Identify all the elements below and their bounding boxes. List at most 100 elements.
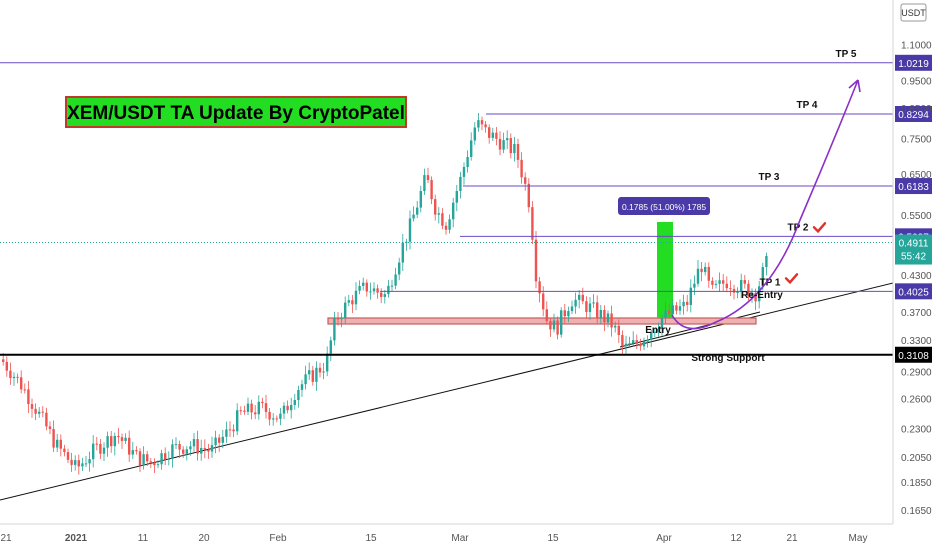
candle-body	[416, 207, 419, 215]
x-tick-label: 15	[365, 533, 377, 544]
candle-body	[232, 429, 235, 432]
candle-body	[200, 448, 203, 454]
candle-body	[297, 389, 300, 401]
candle-body	[322, 371, 325, 373]
candle-body	[196, 439, 199, 454]
candle-body	[268, 411, 271, 420]
projection-curve[interactable]	[671, 79, 859, 330]
current-price-badge	[895, 234, 932, 265]
candle-body	[441, 213, 444, 226]
candle-body	[556, 320, 559, 335]
candle-body	[210, 445, 214, 452]
candle-body	[344, 302, 347, 319]
countdown-label: 55:42	[901, 252, 926, 263]
entry-zone[interactable]	[327, 317, 757, 325]
candle-body	[221, 436, 224, 443]
candle-body	[754, 292, 757, 302]
candle-body	[92, 443, 95, 460]
candle-body	[538, 281, 541, 294]
candle-body	[228, 429, 232, 431]
candle-body	[128, 437, 131, 455]
candle-body	[419, 191, 422, 208]
candle-body	[34, 408, 37, 414]
x-tick-label: 2021	[65, 533, 88, 544]
candle-body	[560, 310, 563, 335]
candle-body	[293, 400, 296, 406]
candle-body	[696, 268, 700, 284]
candle-body	[552, 320, 556, 330]
candle-body	[120, 437, 124, 441]
measure-box[interactable]	[657, 222, 673, 318]
candle-body	[531, 207, 534, 240]
candle-body	[714, 283, 718, 285]
y-tick-label: 0.3700	[901, 308, 932, 319]
y-tick-label: 0.4300	[901, 271, 932, 282]
y-tick-label: 0.2300	[901, 425, 932, 436]
candle-body	[138, 451, 142, 466]
candle-body	[88, 459, 91, 464]
candle-body	[358, 285, 361, 291]
candle-body	[434, 199, 437, 215]
candle-body	[110, 436, 113, 447]
candle-body	[473, 127, 476, 141]
candle-body	[272, 418, 275, 420]
strong-support-label: Strong Support	[691, 353, 765, 364]
y-tick-label: 0.1650	[901, 506, 932, 517]
candle-body	[333, 318, 336, 341]
price-badge-label: 0.8294	[898, 110, 929, 121]
candle-body	[689, 287, 692, 305]
candle-body	[682, 301, 685, 307]
candle-body	[664, 310, 667, 319]
candle-body	[592, 302, 595, 304]
projection-arrow-icon	[848, 79, 861, 93]
candle-body	[671, 305, 674, 315]
candle-body	[545, 309, 548, 322]
checkmark-icon	[812, 222, 827, 234]
candle-body	[290, 405, 293, 411]
candle-body	[405, 241, 408, 243]
price-badge-label: 0.4025	[898, 287, 929, 298]
candle-body	[95, 443, 98, 445]
candle-body	[470, 140, 473, 157]
candle-body	[84, 463, 88, 465]
x-tick-label: Apr	[656, 533, 672, 544]
candle-body	[178, 444, 181, 450]
y-tick-label: 0.3300	[901, 336, 932, 347]
level-label: TP 3	[759, 172, 780, 183]
measure-label: 0.1785 (51.00%) 1785	[622, 202, 706, 212]
y-tick-label: 0.2050	[901, 453, 932, 464]
short-trendline[interactable]	[619, 311, 761, 348]
candle-body	[102, 447, 106, 454]
candle-body	[254, 412, 257, 415]
long-trendline[interactable]	[0, 282, 894, 501]
candle-body	[167, 458, 170, 460]
candle-body	[174, 444, 178, 446]
chart-title: XEM/USDT TA Update By CryptoPatel	[67, 103, 405, 124]
candle-body	[524, 177, 527, 184]
candle-body	[732, 288, 736, 293]
candle-body	[45, 412, 48, 427]
candle-body	[444, 225, 448, 230]
candle-body	[423, 175, 426, 192]
time-axis: 21 2021 11 20 Feb 15 Mar 15 Apr 12 21 May	[0, 523, 893, 544]
candle-body	[70, 459, 73, 465]
candle-body	[383, 294, 386, 297]
candle-body	[412, 214, 415, 219]
candle-body	[747, 283, 750, 297]
zones	[327, 222, 757, 325]
checkmark-icon	[784, 273, 799, 285]
price-badge-label: 0.6183	[898, 182, 929, 193]
candle-body	[160, 453, 163, 465]
price-badge	[895, 54, 932, 71]
candle-body	[77, 460, 80, 467]
candle-body	[257, 401, 260, 415]
candle-body	[549, 321, 552, 330]
currency-box[interactable]	[900, 3, 927, 22]
candle-body	[480, 120, 484, 125]
candle-body	[610, 313, 613, 328]
title-box[interactable]	[65, 96, 407, 128]
candle-body	[264, 403, 268, 412]
candle-body	[516, 144, 520, 160]
